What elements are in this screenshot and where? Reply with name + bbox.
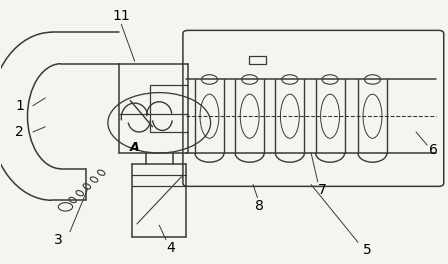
Text: A: A [130,141,139,154]
Text: 3: 3 [54,233,63,247]
Text: 5: 5 [362,243,371,257]
Text: 8: 8 [255,199,264,213]
Text: 7: 7 [318,183,327,197]
Text: 4: 4 [166,241,175,254]
Text: 6: 6 [430,143,438,157]
Text: 1: 1 [15,99,24,113]
Text: 2: 2 [15,125,24,139]
Bar [249,56,267,64]
Text: 11: 11 [112,10,130,23]
